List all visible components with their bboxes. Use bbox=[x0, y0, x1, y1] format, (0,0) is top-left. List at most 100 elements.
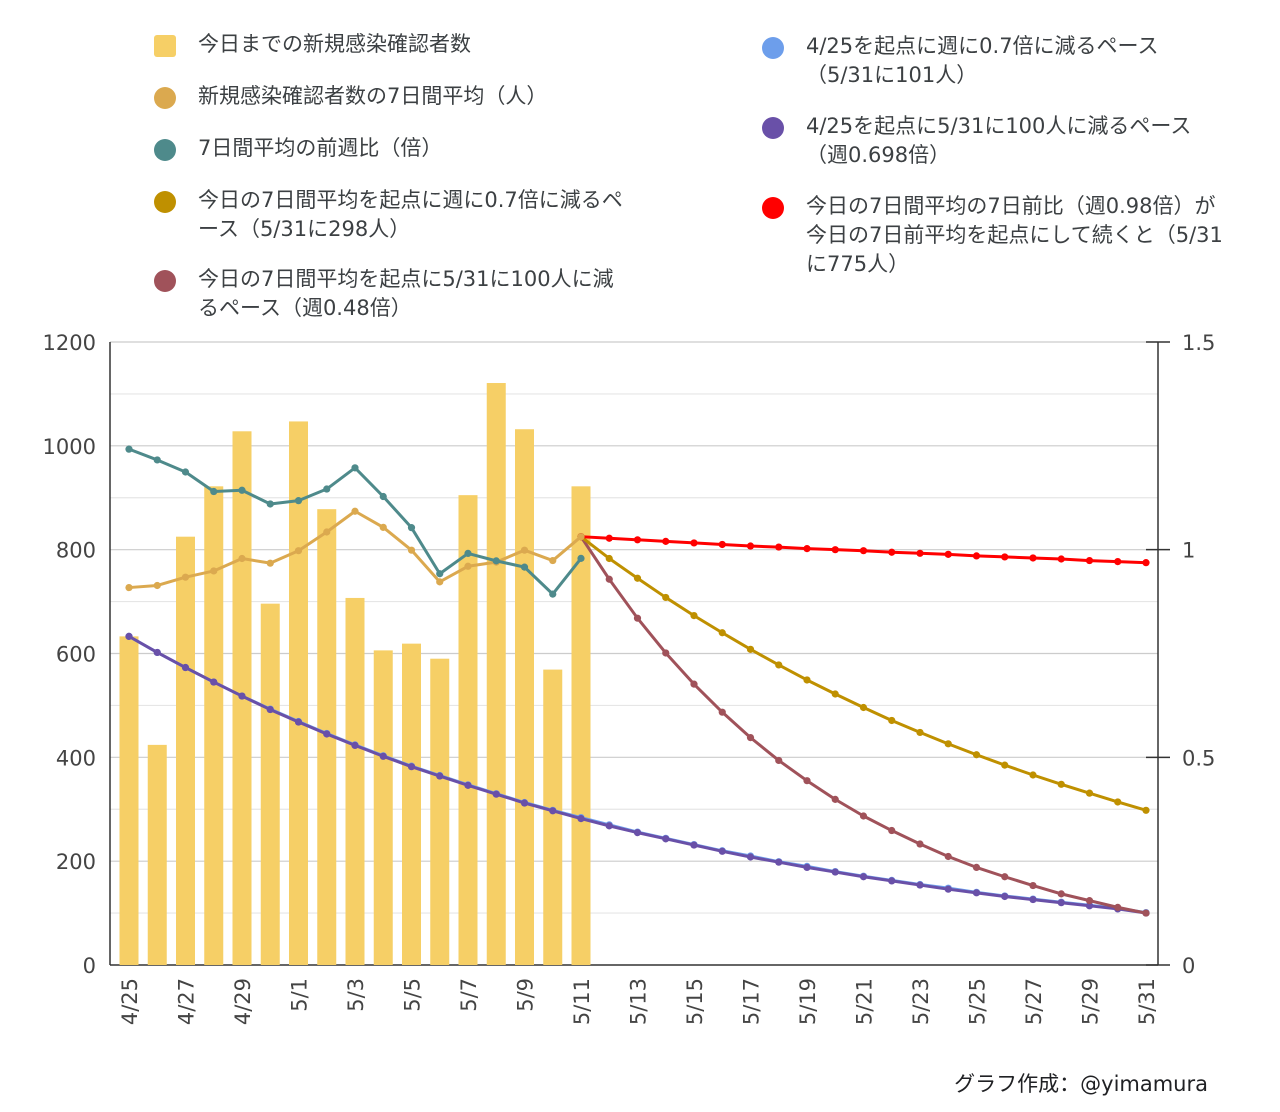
x-tick-label: 5/31 bbox=[1135, 978, 1159, 1025]
legend-marker-7day-average bbox=[154, 87, 176, 109]
x-tick-label: 5/13 bbox=[627, 978, 651, 1025]
legend-marker-pace-0.7-apr25 bbox=[762, 37, 784, 59]
data-point bbox=[153, 581, 161, 590]
data-point bbox=[153, 648, 161, 657]
data-point bbox=[1057, 780, 1065, 788]
data-point bbox=[436, 578, 444, 586]
data-point bbox=[125, 632, 133, 640]
bar-daily-cases bbox=[119, 636, 139, 965]
legend-marker-daily-cases bbox=[154, 35, 176, 57]
data-point bbox=[888, 716, 896, 725]
data-point bbox=[1001, 761, 1009, 769]
data-point bbox=[351, 507, 359, 515]
x-tick-label: 5/1 bbox=[288, 978, 312, 1012]
x-tick-label: 4/25 bbox=[118, 978, 142, 1025]
grid-lines bbox=[110, 341, 1158, 914]
bar-daily-cases bbox=[402, 643, 421, 965]
data-point bbox=[181, 468, 190, 476]
data-point bbox=[238, 692, 246, 700]
data-point bbox=[888, 826, 896, 835]
data-point bbox=[407, 546, 416, 554]
data-point bbox=[549, 590, 557, 598]
data-point bbox=[464, 781, 472, 789]
data-point bbox=[690, 612, 698, 620]
data-point bbox=[1057, 890, 1065, 898]
data-point bbox=[718, 540, 726, 549]
data-point bbox=[916, 881, 924, 889]
data-point bbox=[294, 718, 303, 726]
x-tick-label: 5/25 bbox=[966, 978, 990, 1025]
data-point bbox=[605, 575, 613, 583]
legend-item-pace-100-today: 今日の7日間平均を起点に5/31に100人に減るペース（週0.48倍） bbox=[154, 265, 618, 323]
data-point bbox=[944, 550, 952, 558]
data-point bbox=[831, 546, 839, 554]
data-point bbox=[633, 614, 642, 622]
data-point bbox=[323, 528, 331, 536]
legend-item-week-ratio: 7日間平均の前週比（倍） bbox=[154, 134, 648, 163]
data-point bbox=[916, 840, 924, 848]
data-point bbox=[803, 545, 811, 553]
data-point bbox=[1029, 881, 1037, 890]
bar-daily-cases bbox=[289, 421, 308, 965]
data-point bbox=[294, 547, 303, 555]
legend-item-7day-average: 新規感染確認者数の7日間平均（人） bbox=[154, 82, 648, 111]
data-point bbox=[662, 537, 670, 545]
data-point bbox=[775, 543, 783, 551]
data-point bbox=[1085, 897, 1094, 905]
data-point bbox=[775, 756, 783, 765]
data-point bbox=[1001, 892, 1009, 901]
data-point bbox=[1001, 873, 1009, 881]
data-point bbox=[1114, 798, 1122, 806]
x-tick-label: 5/7 bbox=[457, 978, 481, 1012]
line-series-7day-average bbox=[125, 507, 585, 592]
data-point bbox=[859, 873, 868, 881]
data-point bbox=[549, 556, 557, 565]
data-point bbox=[1057, 899, 1065, 907]
data-point bbox=[1142, 909, 1150, 917]
data-point bbox=[520, 563, 529, 571]
x-tick-label: 5/23 bbox=[909, 978, 933, 1025]
x-tick-label: 5/11 bbox=[570, 978, 594, 1025]
legend-marker-pace-0.7-today bbox=[154, 191, 176, 213]
x-tick-label: 5/3 bbox=[344, 978, 368, 1012]
x-tick-label: 5/5 bbox=[401, 978, 425, 1012]
data-point bbox=[492, 557, 500, 565]
data-point bbox=[944, 740, 952, 748]
bar-daily-cases bbox=[486, 383, 506, 965]
data-point bbox=[859, 812, 868, 820]
legend-label: 4/25を起点に週に0.7倍に減るペース（5/31に101人） bbox=[806, 34, 1159, 87]
right-tick-label: 1 bbox=[1182, 539, 1195, 563]
data-point bbox=[859, 547, 868, 555]
data-point bbox=[1029, 895, 1037, 904]
data-point bbox=[746, 853, 755, 861]
data-point bbox=[520, 799, 529, 807]
data-point bbox=[266, 705, 274, 714]
legend-label: 今日の7日間平均を起点に週に0.7倍に減るペース（5/31に298人） bbox=[198, 188, 623, 241]
bar-daily-cases bbox=[147, 744, 167, 965]
bar-daily-cases bbox=[543, 669, 563, 965]
left-tick-label: 0 bbox=[83, 954, 96, 978]
data-point bbox=[718, 629, 726, 637]
line-series-pace-100-apr25 bbox=[125, 632, 1150, 917]
legend-label: 今日までの新規感染確認者数 bbox=[198, 32, 471, 56]
data-point bbox=[633, 829, 642, 837]
data-point bbox=[323, 485, 331, 493]
data-point bbox=[125, 583, 133, 592]
data-point bbox=[803, 676, 811, 684]
legend-label: 4/25を起点に5/31に100人に減るペース（週0.698倍） bbox=[806, 114, 1192, 167]
data-point bbox=[351, 741, 359, 749]
legend-item-pace-0.7-apr25: 4/25を起点に週に0.7倍に減るペース（5/31に101人） bbox=[762, 32, 1226, 90]
data-point bbox=[1142, 559, 1150, 567]
data-point bbox=[577, 554, 585, 562]
data-point bbox=[718, 708, 726, 716]
legend-item-continue-0.98: 今日の7日間平均の7日前比（週0.98倍）が今日の7日前平均を起点にして続くと（… bbox=[762, 192, 1226, 279]
data-point bbox=[1142, 806, 1150, 814]
legend-item-pace-100-apr25: 4/25を起点に5/31に100人に減るペース（週0.698倍） bbox=[762, 112, 1226, 170]
data-point bbox=[181, 573, 190, 581]
data-point bbox=[775, 661, 783, 669]
bar-daily-cases bbox=[515, 429, 534, 966]
data-point bbox=[972, 552, 981, 560]
data-point bbox=[1001, 553, 1009, 561]
data-point bbox=[690, 841, 698, 849]
right-tick-label: 1.5 bbox=[1182, 331, 1215, 355]
